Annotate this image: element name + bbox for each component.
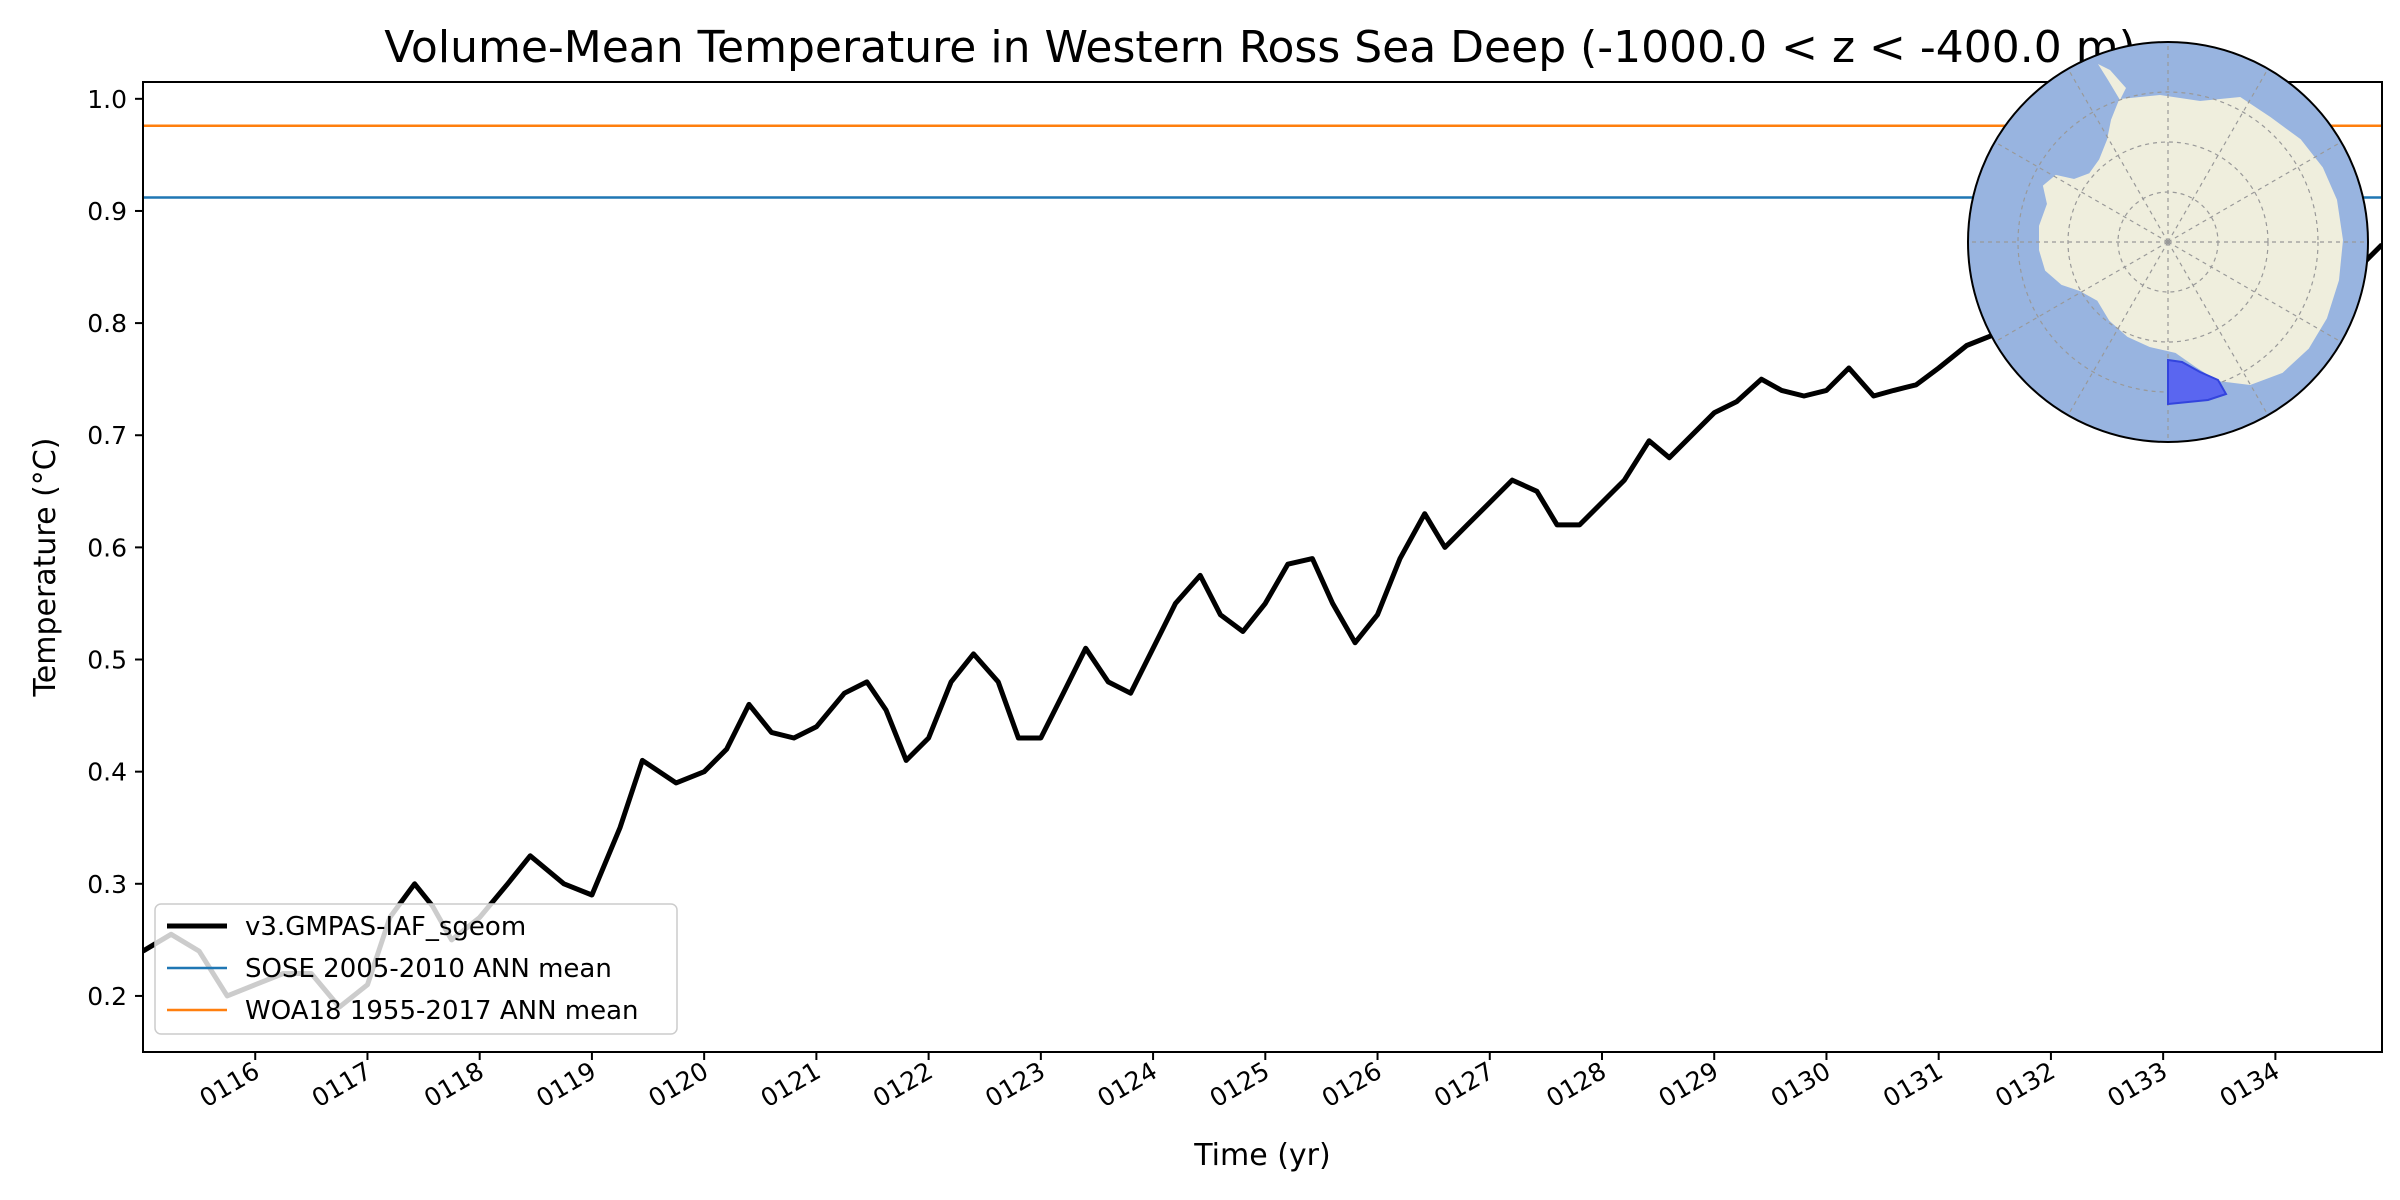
x-tick-label: 0123 bbox=[980, 1056, 1050, 1113]
y-tick-label: 1.0 bbox=[87, 85, 127, 114]
series-line-model bbox=[143, 242, 2382, 1010]
x-tick-label: 0134 bbox=[2215, 1056, 2285, 1113]
x-tick-label: 0130 bbox=[1766, 1056, 1836, 1113]
y-tick-label: 0.5 bbox=[87, 646, 127, 675]
continent-land bbox=[2039, 94, 2344, 386]
x-tick-label: 0116 bbox=[195, 1056, 265, 1113]
legend-entry-0: v3.GMPAS-IAF_sgeom bbox=[245, 912, 526, 942]
highlighted-region bbox=[2167, 358, 2228, 406]
antarctica-polar-map-icon bbox=[1967, 41, 2369, 443]
y-tick-label: 0.4 bbox=[87, 758, 127, 787]
graticule-meridian bbox=[2067, 241, 2169, 416]
plot-frame bbox=[142, 81, 2383, 1053]
x-tick-label: 0132 bbox=[1990, 1056, 2060, 1113]
y-tick-label: 0.8 bbox=[87, 309, 127, 338]
x-tick-label: 0120 bbox=[644, 1056, 714, 1113]
y-tick-label: 0.3 bbox=[87, 870, 127, 899]
x-tick-label: 0122 bbox=[868, 1056, 938, 1113]
y-axis-label: Temperature (°C) bbox=[28, 438, 63, 698]
chart-title: Volume-Mean Temperature in Western Ross … bbox=[384, 22, 2136, 73]
graticule-meridian bbox=[1994, 141, 2169, 243]
y-tick-label: 0.7 bbox=[87, 421, 127, 450]
graticule-meridian bbox=[1994, 241, 2169, 343]
x-axis-label: Time (yr) bbox=[1193, 1138, 1330, 1173]
x-tick-label: 0124 bbox=[1092, 1056, 1162, 1113]
legend-entry-2: WOA18 1955-2017 ANN mean bbox=[245, 996, 639, 1026]
x-tick-label: 0121 bbox=[756, 1056, 826, 1113]
x-tick-label: 0118 bbox=[419, 1056, 489, 1113]
x-tick-label: 0127 bbox=[1429, 1056, 1499, 1113]
graticule-meridian bbox=[2067, 68, 2169, 243]
x-tick-label: 0133 bbox=[2103, 1056, 2173, 1113]
x-tick-label: 0128 bbox=[1541, 1056, 1611, 1113]
x-tick-label: 0119 bbox=[531, 1056, 601, 1113]
legend-box bbox=[154, 903, 678, 1035]
legend: v3.GMPAS-IAF_sgeom SOSE 2005-2010 ANN mea… bbox=[154, 903, 678, 1035]
graticule-meridian bbox=[2167, 241, 2269, 416]
y-tick-label: 0.9 bbox=[87, 197, 127, 226]
graticule-meridian bbox=[2167, 241, 2342, 343]
x-tick-label: 0125 bbox=[1205, 1056, 1275, 1113]
legend-entry-1: SOSE 2005-2010 ANN mean bbox=[245, 954, 612, 984]
graticule-meridian bbox=[2167, 141, 2342, 243]
x-tick-label: 0117 bbox=[307, 1056, 377, 1113]
x-tick-label: 0126 bbox=[1317, 1056, 1387, 1113]
x-tick-label: 0129 bbox=[1654, 1056, 1724, 1113]
map-border bbox=[1967, 41, 2369, 443]
x-tick-label: 0131 bbox=[1878, 1056, 1948, 1113]
y-tick-label: 0.2 bbox=[87, 982, 127, 1011]
peninsula-land bbox=[2098, 64, 2126, 100]
y-tick-label: 0.6 bbox=[87, 533, 127, 562]
graticule-meridian bbox=[2167, 68, 2269, 243]
